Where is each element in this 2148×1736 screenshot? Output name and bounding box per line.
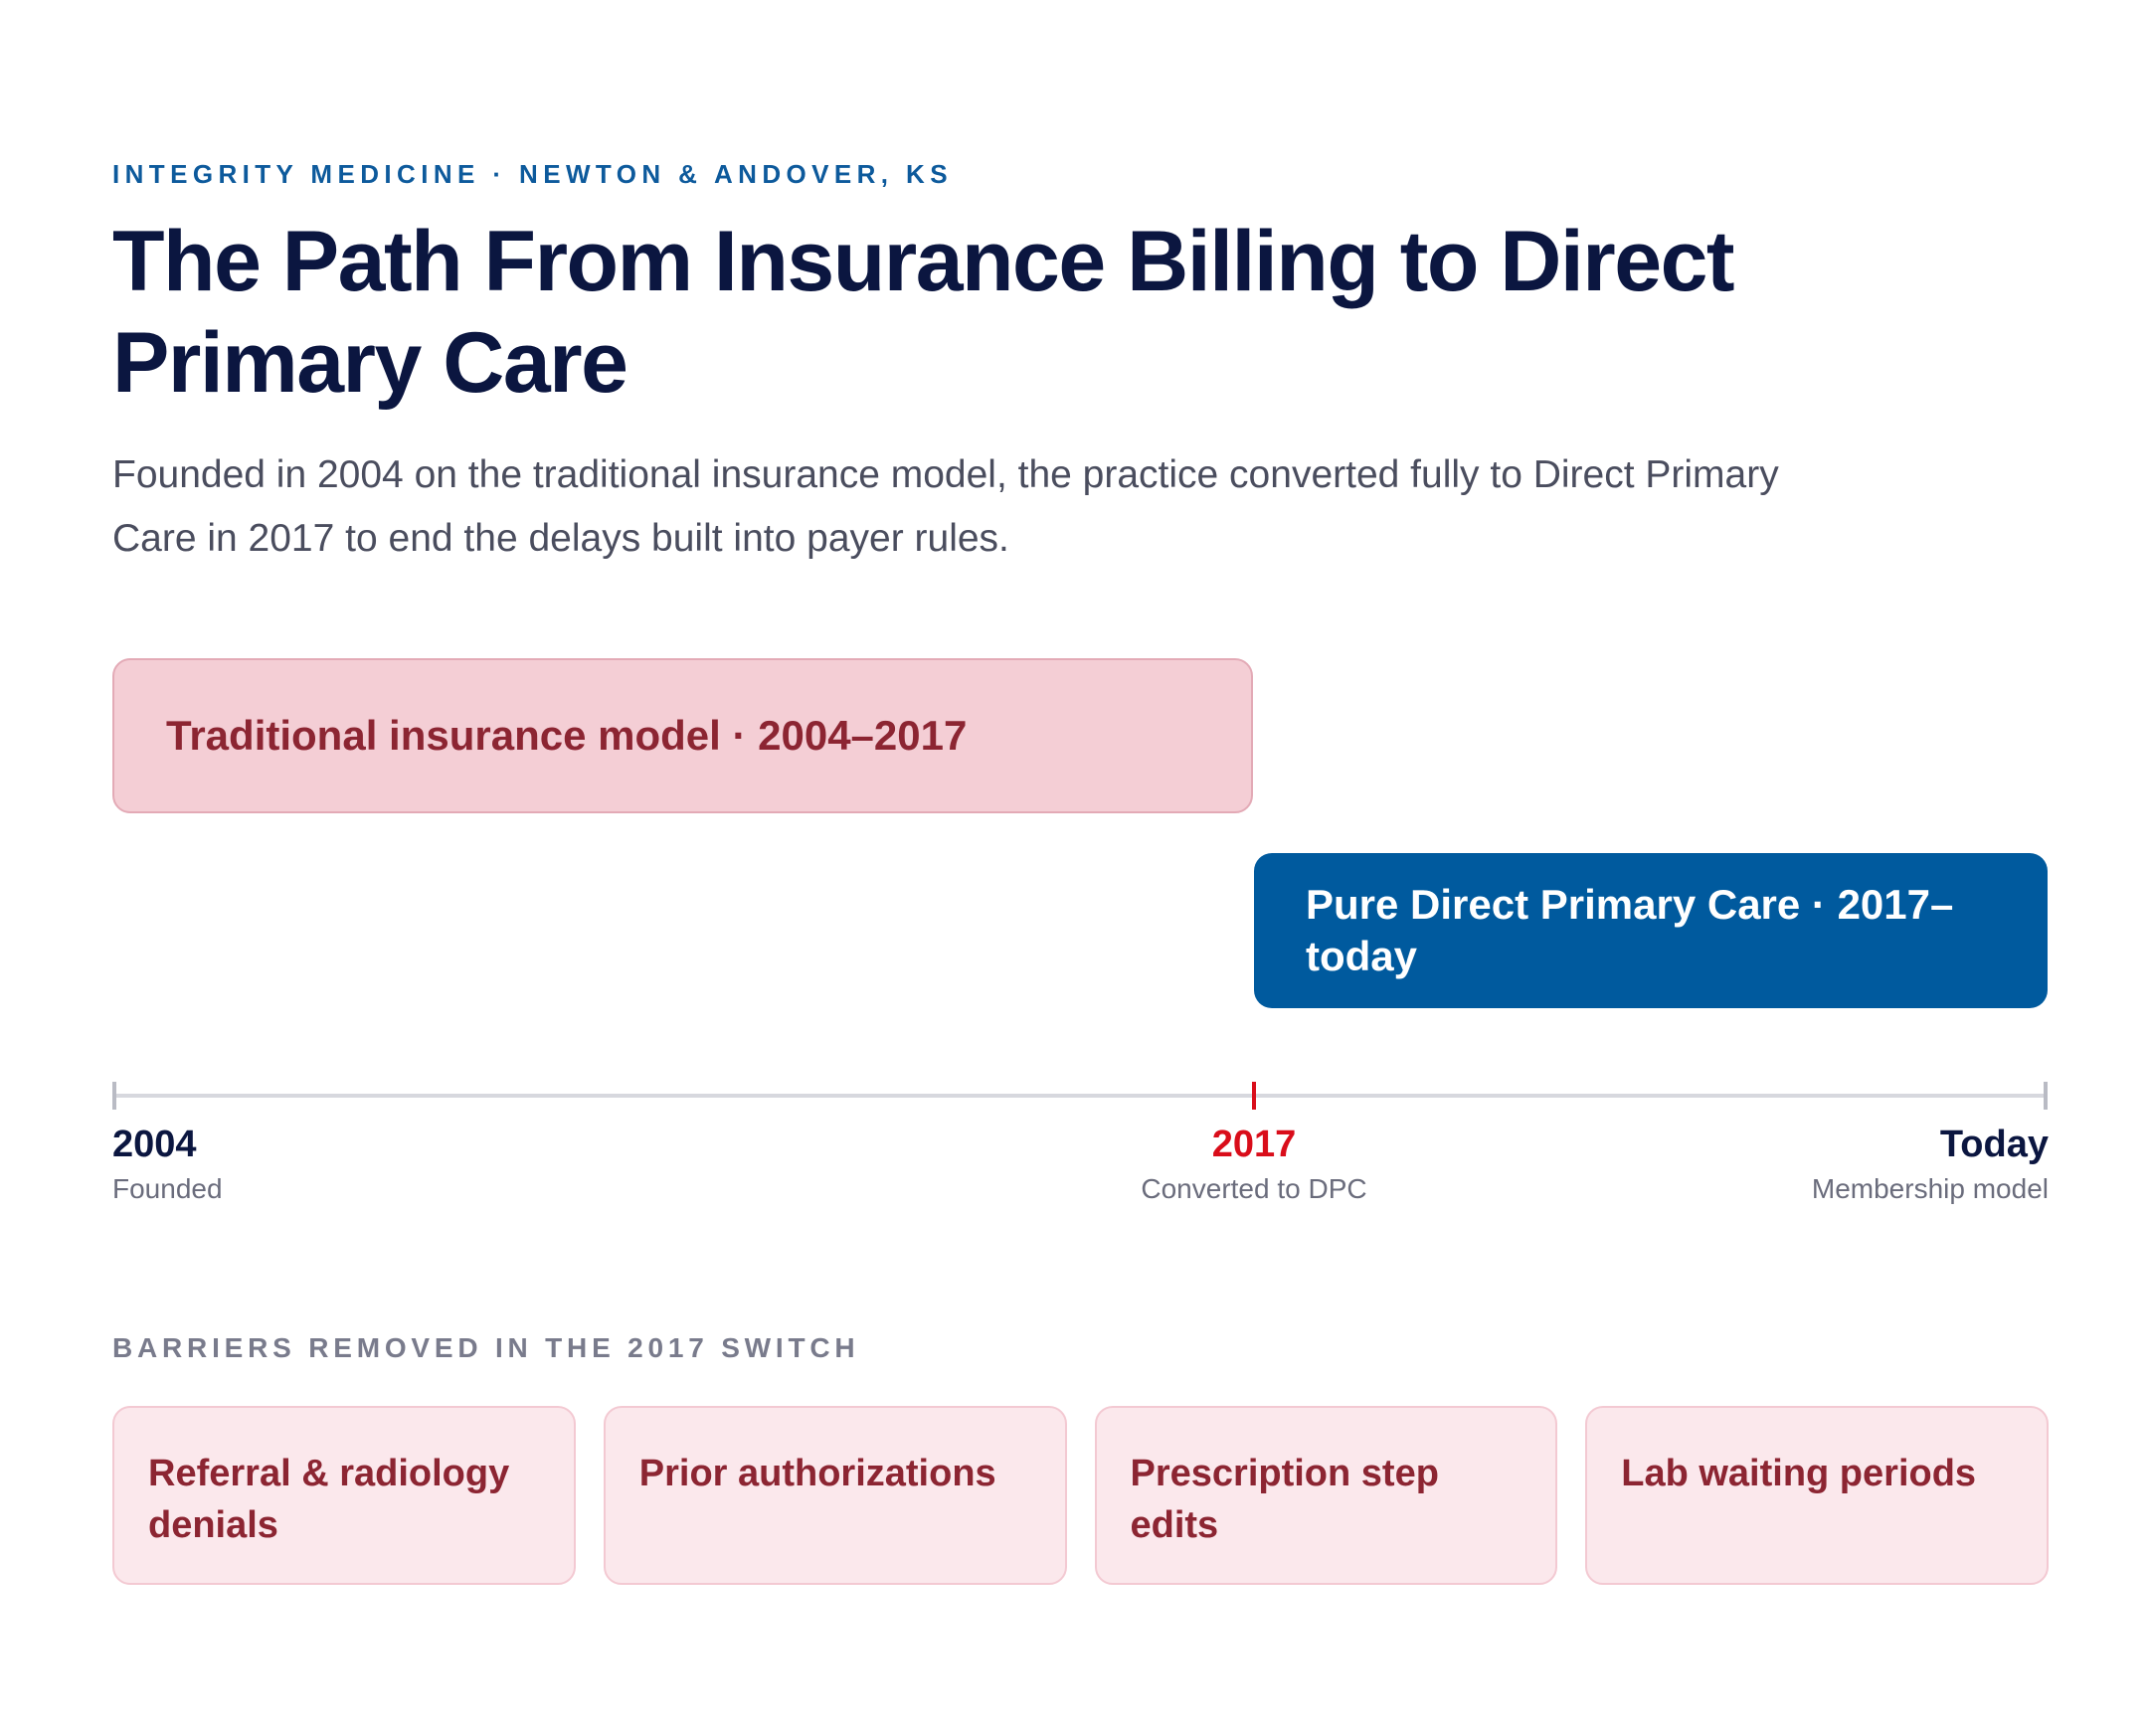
tick-label-2017: 2017 Converted to DPC [1141, 1120, 1366, 1209]
barriers-list: Referral & radiology denials Prior autho… [112, 1406, 2049, 1585]
tick-year: 2004 [112, 1124, 197, 1165]
eyebrow: INTEGRITY MEDICINE · NEWTON & ANDOVER, K… [112, 159, 953, 189]
tick-label-2004: 2004 Founded [112, 1120, 223, 1209]
tick-2004 [112, 1082, 116, 1110]
tick-note: Founded [112, 1173, 223, 1204]
barrier-card: Referral & radiology denials [112, 1406, 576, 1585]
tick-today [2044, 1082, 2048, 1110]
band-direct-primary-care-label: Pure Direct Primary Care · 2017–today [1306, 881, 1954, 979]
band-traditional-insurance-label: Traditional insurance model · 2004–2017 [166, 712, 968, 759]
timeline-axis [112, 1094, 2048, 1098]
barrier-card: Prior authorizations [603, 1406, 1067, 1585]
tick-label-today: Today Membership model [1812, 1120, 2049, 1209]
barriers-heading: BARRIERS REMOVED IN THE 2017 SWITCH [112, 1332, 860, 1363]
tick-year: 2017 [1211, 1124, 1297, 1165]
tick-note: Membership model [1811, 1173, 2049, 1204]
tick-year: Today [1939, 1124, 2049, 1165]
barrier-card: Lab waiting periods [1585, 1406, 2049, 1585]
tick-2017 [1252, 1082, 1256, 1110]
page-title: The Path From Insurance Billing to Direc… [112, 214, 1735, 411]
page-subtitle: Founded in 2004 on the traditional insur… [112, 453, 1779, 560]
tick-note: Converted to DPC [1141, 1173, 1367, 1204]
band-direct-primary-care: Pure Direct Primary Care · 2017–today [1254, 853, 2048, 1008]
band-traditional-insurance: Traditional insurance model · 2004–2017 [112, 658, 1253, 813]
page: INTEGRITY MEDICINE · NEWTON & ANDOVER, K… [112, 0, 2049, 1736]
barrier-card: Prescription step edits [1094, 1406, 1558, 1585]
